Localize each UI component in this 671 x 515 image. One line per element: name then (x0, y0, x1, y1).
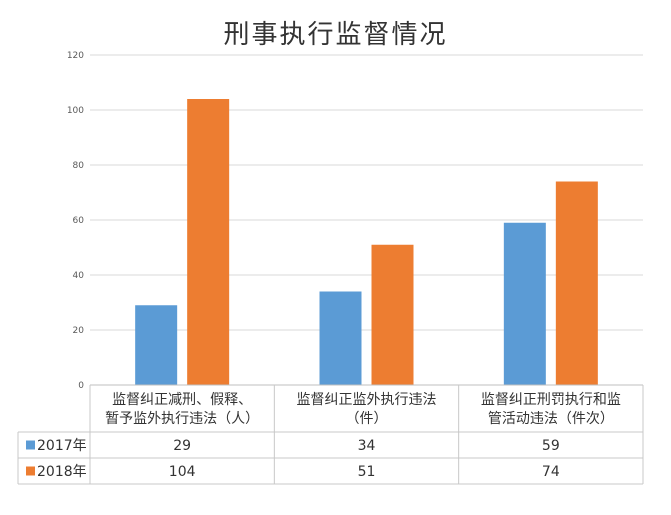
y-tick-label: 20 (73, 326, 85, 336)
legend-label: 2017年 (37, 438, 87, 454)
bars (135, 99, 598, 385)
chart-title: 刑事执行监督情况 (223, 20, 448, 50)
category-label: 管活动违法（件次） (488, 411, 614, 427)
table-value: 29 (173, 438, 191, 454)
category-label: 暂予监外执行违法（人） (105, 411, 259, 427)
category-label: 监督纠正减刑、假释、 (112, 392, 252, 408)
legend-label: 2018年 (37, 464, 87, 480)
table-value: 51 (358, 464, 376, 480)
data-table: 监督纠正减刑、假释、暂予监外执行违法（人） 监督纠正监外执行违法 （件） 监督纠正刑罚… (17, 384, 644, 485)
bar (371, 244, 414, 385)
y-tick-label: 80 (73, 161, 85, 171)
bar (555, 181, 598, 385)
y-tick-label: 120 (67, 51, 84, 61)
y-tick-label: 40 (73, 271, 85, 281)
legend-swatch (26, 466, 35, 476)
legend-swatch (26, 440, 35, 450)
y-tick-label: 60 (73, 216, 85, 226)
y-axis: 0 20 40 60 80 100 120 (67, 51, 84, 391)
bar (319, 291, 362, 385)
category-label: 监督纠正刑罚执行和监 (481, 392, 621, 408)
category-label: （件） (346, 411, 388, 427)
table-value: 59 (542, 438, 560, 454)
table-value: 34 (358, 438, 376, 454)
bar (187, 99, 230, 385)
bar (503, 222, 546, 385)
y-tick-label: 100 (67, 106, 84, 116)
table-value: 74 (542, 464, 560, 480)
y-tick-label: 0 (78, 381, 84, 391)
bar (135, 305, 178, 385)
category-label: 监督纠正监外执行违法 (297, 392, 437, 408)
table-value: 104 (169, 464, 196, 480)
